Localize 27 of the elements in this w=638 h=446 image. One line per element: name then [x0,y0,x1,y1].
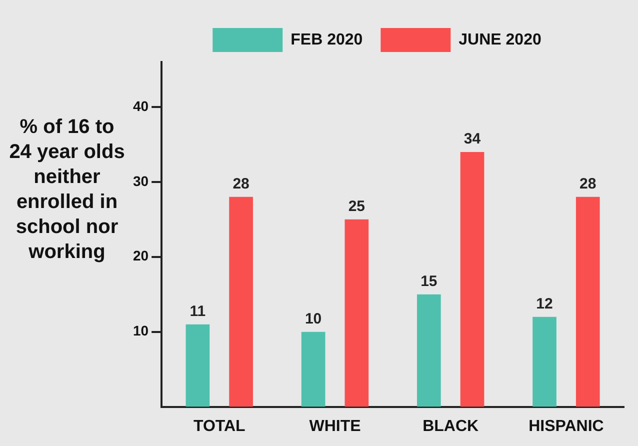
bar [301,332,326,407]
data-label: 28 [580,176,596,193]
data-label: 34 [464,130,482,148]
legend-label: JUNE 2020 [458,31,542,48]
data-label: 28 [232,176,250,193]
bar [186,324,210,407]
data-label: 25 [348,198,366,216]
bar [416,294,441,407]
bar [532,316,556,407]
x-tick-label: BLACK [422,418,480,435]
x-tick-label: HISPANIC [528,418,604,435]
y-tick-label: 40 [132,98,149,114]
x-tick-label: WHITE [309,418,362,435]
y-tick-label: 10 [132,322,149,339]
bar [460,152,484,407]
bar [344,219,369,407]
data-label: 15 [420,273,438,290]
bar [576,196,600,407]
data-label: 11 [190,302,206,320]
legend-label: FEB 2020 [290,31,363,48]
bar [229,196,253,407]
y-tick-label: 30 [132,172,149,189]
y-tick-label: 20 [132,248,149,264]
y-axis-title: % of 16 to 24 year olds neither enrolled in school nor working [8,115,126,265]
data-label: 12 [536,295,553,312]
data-label: 10 [304,310,322,328]
x-tick-label: TOTAL [193,418,246,435]
